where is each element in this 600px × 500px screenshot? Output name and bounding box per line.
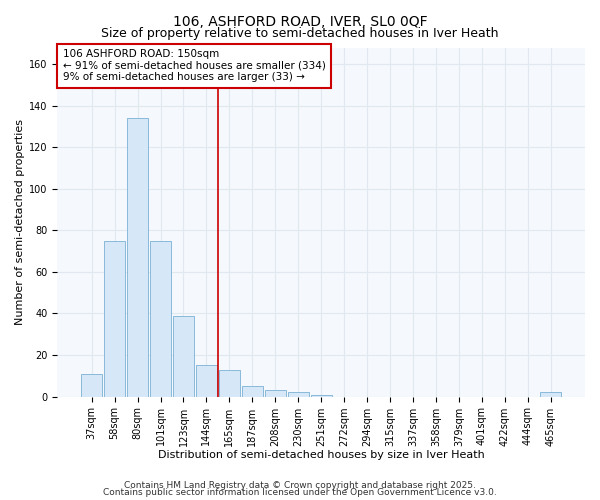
- Bar: [265, 390, 286, 396]
- Bar: [104, 241, 125, 396]
- Text: Contains public sector information licensed under the Open Government Licence v3: Contains public sector information licen…: [103, 488, 497, 497]
- Bar: [150, 241, 171, 396]
- Text: 106 ASHFORD ROAD: 150sqm
← 91% of semi-detached houses are smaller (334)
9% of s: 106 ASHFORD ROAD: 150sqm ← 91% of semi-d…: [62, 49, 326, 82]
- Bar: [541, 392, 561, 396]
- Y-axis label: Number of semi-detached properties: Number of semi-detached properties: [15, 119, 25, 325]
- Text: 106, ASHFORD ROAD, IVER, SL0 0QF: 106, ASHFORD ROAD, IVER, SL0 0QF: [173, 15, 427, 29]
- Bar: [219, 370, 240, 396]
- Text: Contains HM Land Registry data © Crown copyright and database right 2025.: Contains HM Land Registry data © Crown c…: [124, 480, 476, 490]
- Bar: [173, 316, 194, 396]
- Bar: [196, 366, 217, 396]
- X-axis label: Distribution of semi-detached houses by size in Iver Heath: Distribution of semi-detached houses by …: [158, 450, 485, 460]
- Bar: [288, 392, 308, 396]
- Bar: [311, 394, 332, 396]
- Bar: [127, 118, 148, 396]
- Bar: [242, 386, 263, 396]
- Bar: [82, 374, 102, 396]
- Text: Size of property relative to semi-detached houses in Iver Heath: Size of property relative to semi-detach…: [101, 28, 499, 40]
